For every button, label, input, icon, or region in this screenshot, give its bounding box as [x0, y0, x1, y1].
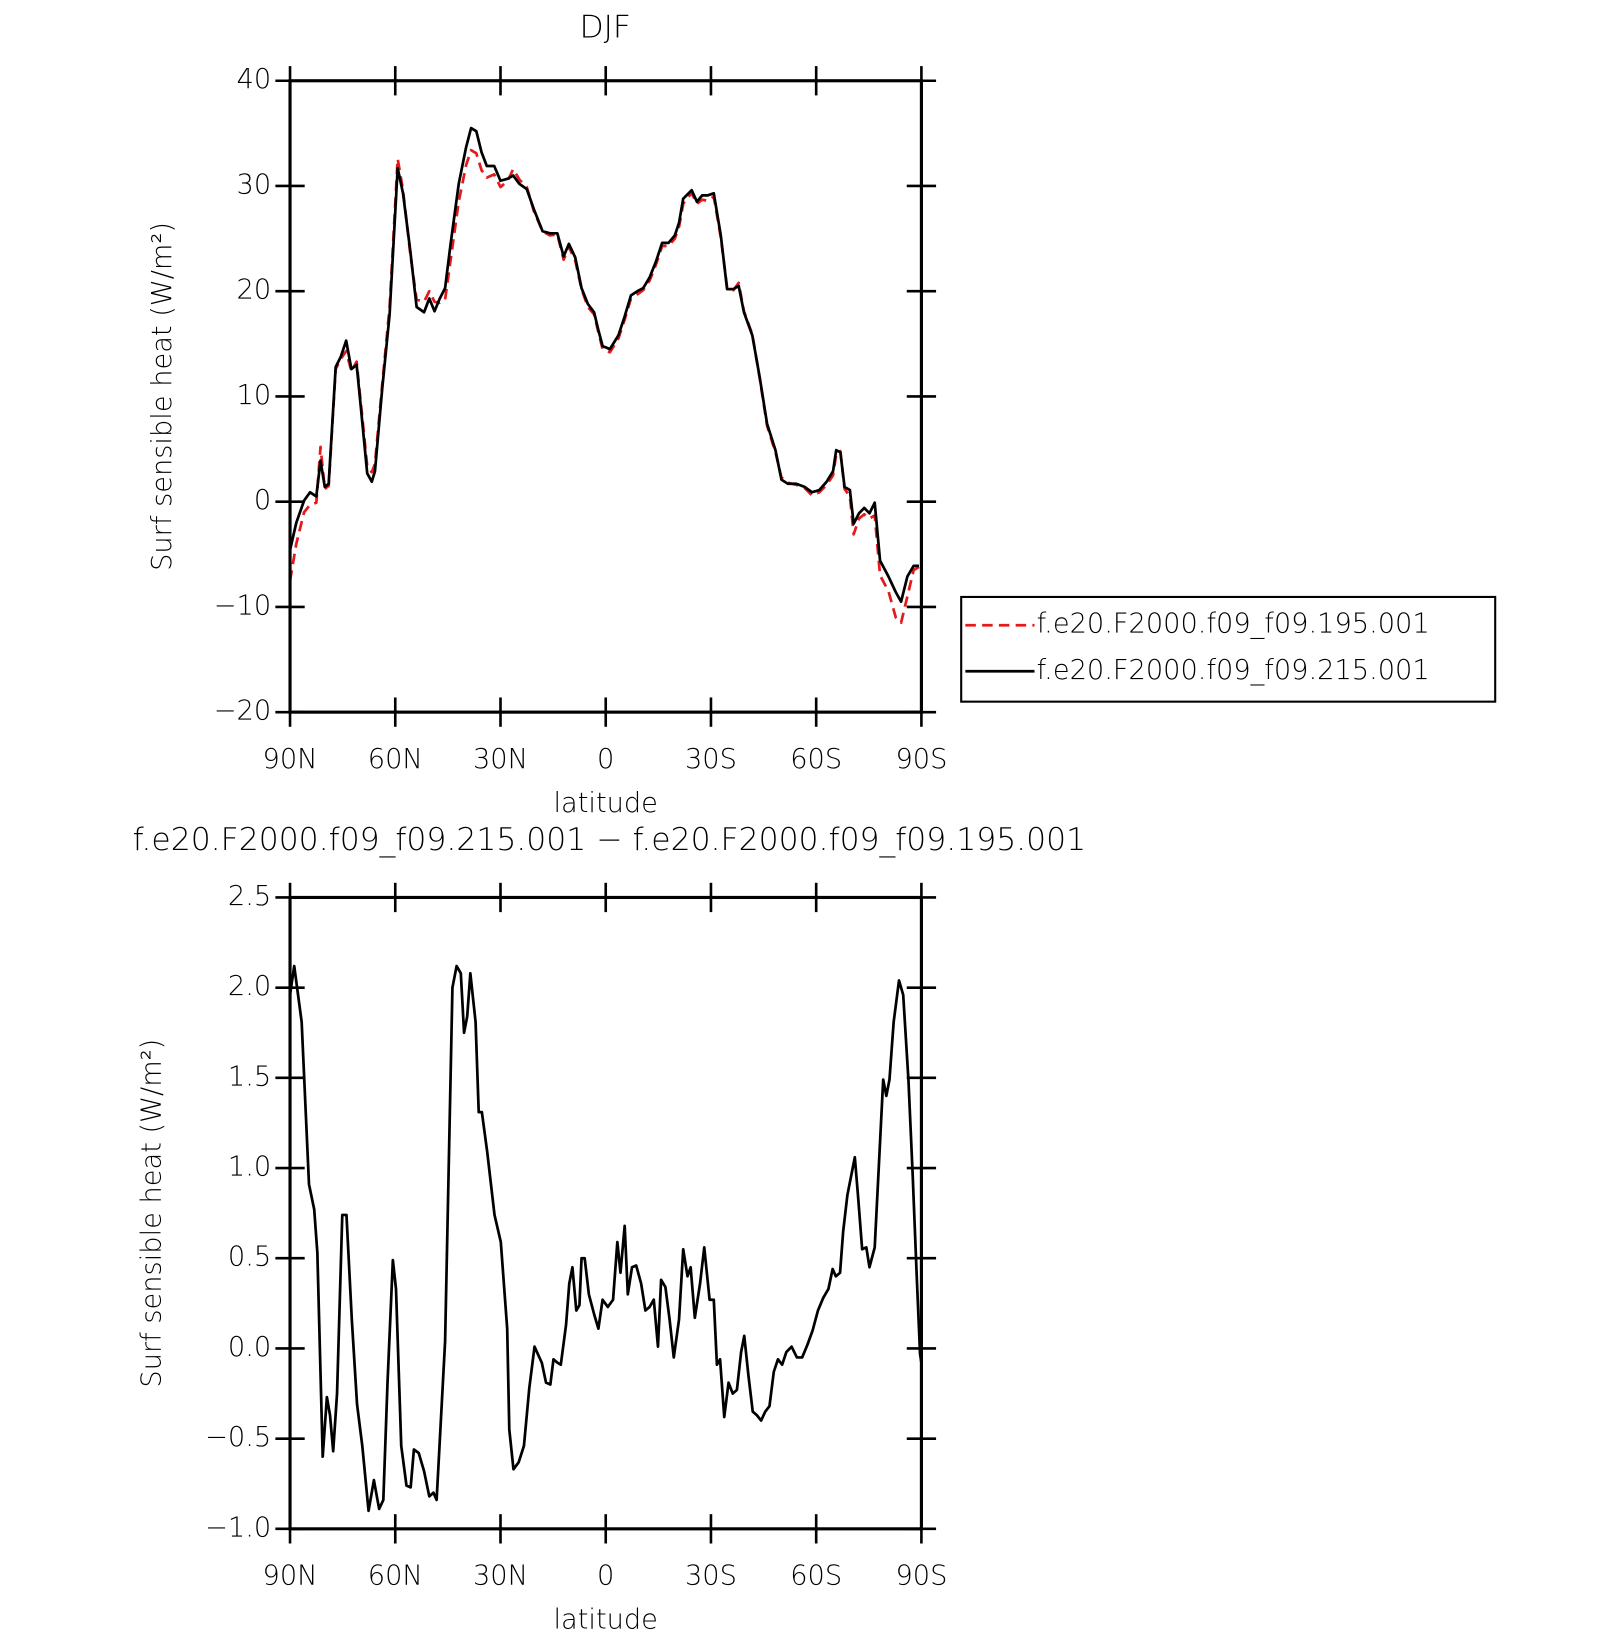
- legend-label: f.e20.F2000.f09_f09.215.001: [1037, 655, 1430, 686]
- x-tick-label: 90N: [263, 744, 318, 775]
- y-tick-label: −0.5: [205, 1422, 271, 1453]
- y-tick-label: 0.0: [228, 1332, 271, 1363]
- y-tick-label: 0: [254, 485, 271, 516]
- data-line: [288, 126, 920, 604]
- x-tick-label: 30N: [473, 1561, 528, 1592]
- x-tick-label: 0: [597, 744, 614, 775]
- y-tick-label: −20: [214, 696, 271, 727]
- y-tick-label: 30: [237, 169, 272, 200]
- x-tick-label: 0: [597, 1561, 614, 1592]
- x-axis-label: latitude: [554, 788, 658, 819]
- y-tick-label: 10: [237, 380, 272, 411]
- y-tick-label: 2.5: [228, 881, 271, 912]
- y-axis-label: Surf sensible heat (W/m²): [136, 1039, 167, 1388]
- y-tick-label: 2.0: [228, 971, 271, 1002]
- plot-frame: [288, 895, 923, 1531]
- chart-title: DJF: [579, 9, 631, 45]
- x-tick-label: 90S: [895, 1561, 947, 1592]
- data-line: [288, 964, 923, 1513]
- x-tick-label: 60N: [368, 744, 423, 775]
- x-tick-label: 30N: [473, 744, 528, 775]
- x-tick-label: 60S: [790, 1561, 842, 1592]
- y-axis-label: Surf sensible heat (W/m²): [147, 222, 178, 571]
- x-tick-label: 60N: [368, 1561, 423, 1592]
- y-tick-label: 0.5: [228, 1242, 271, 1273]
- y-tick-label: 20: [237, 275, 272, 306]
- y-tick-label: 1.0: [228, 1152, 271, 1183]
- x-tick-label: 30S: [685, 1561, 737, 1592]
- chart-title: f.e20.F2000.f09_f09.215.001 − f.e20.F200…: [133, 822, 1086, 858]
- data-line: [288, 148, 920, 625]
- x-tick-label: 90S: [895, 744, 947, 775]
- y-tick-label: −1.0: [205, 1512, 271, 1543]
- legend-box: [960, 595, 1497, 703]
- x-axis-label: latitude: [554, 1604, 658, 1635]
- plot-frame: [288, 79, 923, 714]
- x-tick-label: 30S: [685, 744, 737, 775]
- x-tick-label: 90N: [263, 1561, 318, 1592]
- y-tick-label: 1.5: [228, 1061, 271, 1092]
- x-tick-label: 60S: [790, 744, 842, 775]
- y-tick-label: 40: [237, 64, 272, 95]
- legend-label: f.e20.F2000.f09_f09.195.001: [1037, 609, 1430, 640]
- y-tick-label: −10: [214, 590, 271, 621]
